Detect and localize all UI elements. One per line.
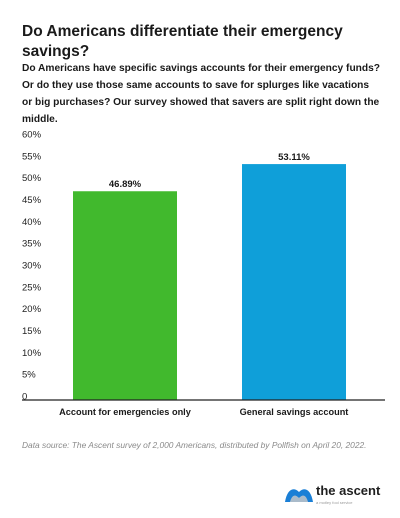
brand-tagline: a motley fool service bbox=[316, 500, 353, 505]
brand-logo: the ascent a motley fool service bbox=[284, 480, 394, 512]
brand-name: the ascent bbox=[316, 483, 381, 498]
chart-description: Do Americans have specific savings accou… bbox=[22, 63, 380, 125]
y-tick-label: 0 bbox=[22, 392, 27, 403]
bar-data-label: 46.89% bbox=[109, 179, 142, 190]
bar-data-labels: 46.89% 53.11% bbox=[109, 152, 311, 190]
x-tick-label: Account for emergencies only bbox=[59, 407, 192, 417]
y-tick-label: 55% bbox=[22, 151, 42, 162]
chart-title: Do Americans differentiate their emergen… bbox=[22, 23, 343, 60]
y-axis-ticks: 0 5% 10% 15% 20% 25% 30% 35% 40% 45% 50% 55% 60% bbox=[22, 130, 42, 403]
y-tick-label: 45% bbox=[22, 195, 42, 206]
bar-chart: 0 5% 10% 15% 20% 25% 30% 35% 40% 45% 50% 55% 60% 46.… bbox=[22, 130, 385, 417]
ascent-logo-icon bbox=[285, 489, 313, 502]
bar bbox=[73, 191, 177, 400]
bar bbox=[242, 164, 346, 400]
x-tick-label: General savings account bbox=[240, 407, 349, 417]
y-tick-label: 50% bbox=[22, 173, 42, 184]
bar-data-label: 53.11% bbox=[278, 152, 310, 163]
y-tick-label: 30% bbox=[22, 261, 42, 272]
y-tick-label: 35% bbox=[22, 239, 42, 250]
y-tick-label: 60% bbox=[22, 130, 42, 141]
bars bbox=[73, 164, 346, 400]
y-tick-label: 20% bbox=[22, 304, 42, 315]
y-tick-label: 40% bbox=[22, 217, 42, 228]
data-source-note: Data source: The Ascent survey of 2,000 … bbox=[22, 440, 367, 450]
y-tick-label: 10% bbox=[22, 348, 42, 359]
x-axis-labels: Account for emergencies only General savi… bbox=[59, 407, 348, 417]
y-tick-label: 5% bbox=[22, 370, 36, 381]
y-tick-label: 25% bbox=[22, 282, 42, 293]
y-tick-label: 15% bbox=[22, 326, 42, 337]
